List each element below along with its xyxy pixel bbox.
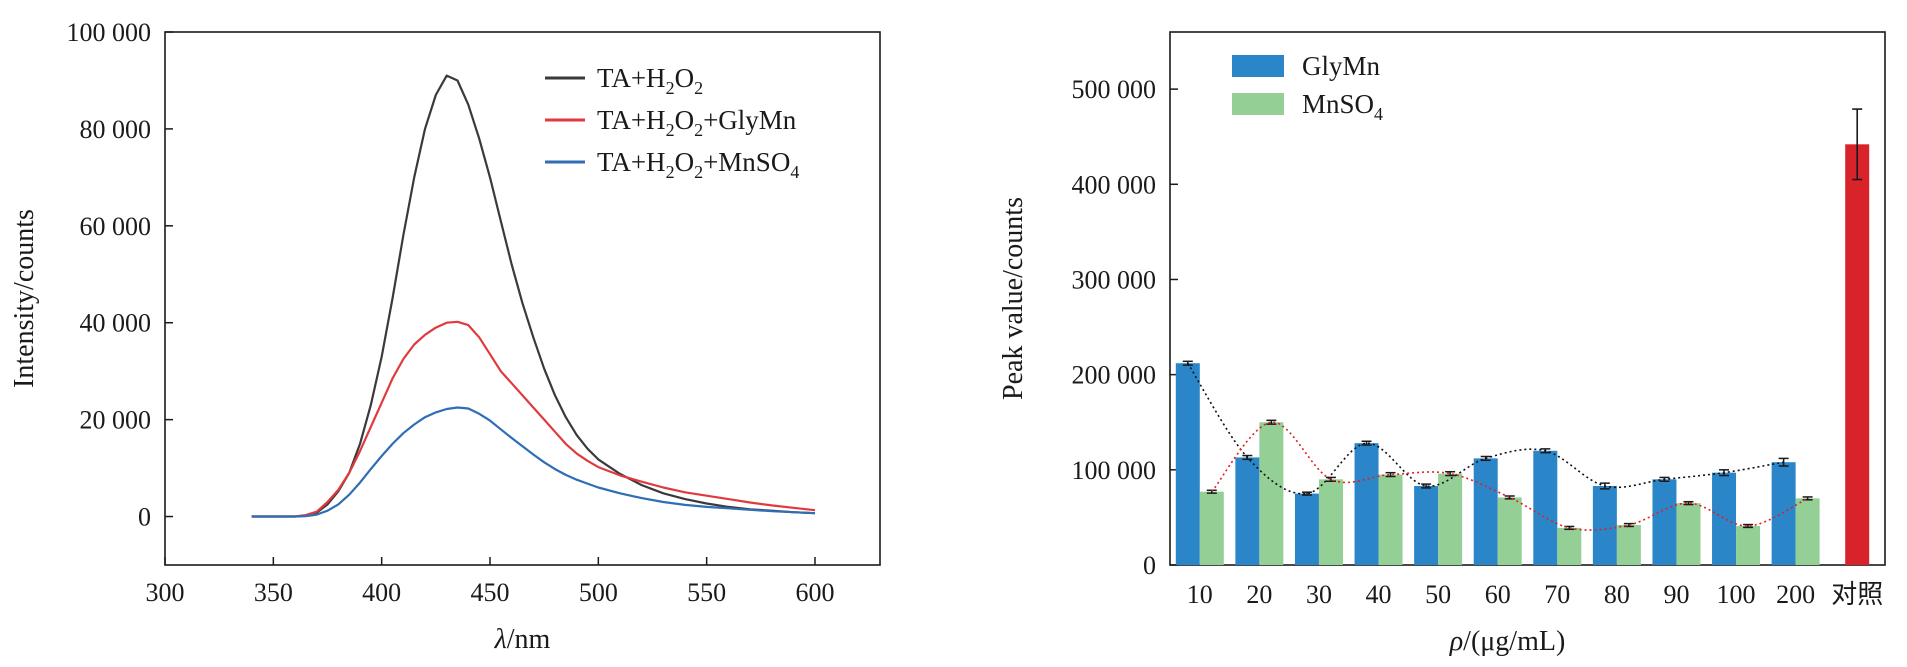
x-tick-label: 450	[471, 578, 510, 607]
trend-line	[1211, 421, 1808, 531]
peak-value-bar-chart: 0 100 000 200 000 300 000 400 000 500 000 10 20…	[998, 31, 1886, 657]
x-tick-label: 400	[362, 578, 401, 607]
bar	[1259, 422, 1284, 565]
x-tick-label: 350	[254, 578, 293, 607]
x-tick-label: 10	[1187, 580, 1213, 609]
x-tick-label: 90	[1663, 580, 1689, 609]
y-tick-label: 300 000	[1072, 265, 1157, 294]
legend-label: TA+H2O2+MnSO4	[597, 147, 799, 182]
bar	[1378, 474, 1403, 565]
legend-label: TA+H2O2	[597, 63, 703, 98]
bar	[1235, 457, 1260, 565]
bar	[1175, 363, 1200, 565]
legend-label: MnSO4	[1302, 89, 1383, 124]
y-tick-label: 0	[138, 503, 151, 532]
y-tick-label: 0	[1143, 551, 1156, 580]
y-tick-label: 40 000	[80, 309, 152, 338]
bar	[1199, 491, 1224, 565]
y-tick-label: 400 000	[1072, 170, 1157, 199]
legend-label: TA+H2O2+GlyMn	[597, 105, 797, 140]
x-tick-label: 20	[1246, 580, 1272, 609]
bar	[1771, 462, 1796, 565]
y-axis-label: Peak value/counts	[998, 197, 1029, 400]
x-tick-label: 80	[1604, 580, 1630, 609]
bar	[1652, 479, 1677, 565]
y-tick-label: 20 000	[80, 406, 152, 435]
y-tick-label: 200 000	[1072, 361, 1157, 390]
x-tick-label: 600	[796, 578, 835, 607]
control-bar	[1845, 144, 1870, 565]
legend-swatch	[1232, 55, 1284, 77]
x-tick-label: 100	[1717, 580, 1756, 609]
bar	[1318, 479, 1343, 565]
bar	[1736, 525, 1761, 565]
x-tick-label: 500	[579, 578, 618, 607]
bar	[1616, 525, 1641, 565]
x-axis-label: λ/nm	[494, 624, 551, 655]
y-tick-label: 100 000	[1072, 456, 1157, 485]
y-tick-label: 60 000	[80, 212, 152, 241]
bar	[1795, 498, 1820, 565]
x-tick-label-control: 对照	[1831, 580, 1883, 609]
x-tick-label: 200	[1776, 580, 1815, 609]
legend-label: GlyMn	[1302, 51, 1381, 81]
bar	[1676, 503, 1701, 565]
y-tick-label: 100 000	[67, 18, 152, 47]
bar	[1294, 493, 1319, 565]
bar	[1712, 472, 1737, 565]
x-tick-label: 550	[687, 578, 726, 607]
bar	[1414, 486, 1439, 565]
x-tick-label: 70	[1544, 580, 1570, 609]
bar	[1533, 450, 1558, 565]
bar	[1473, 458, 1498, 565]
x-tick-label: 50	[1425, 580, 1451, 609]
plot-frame	[164, 31, 881, 566]
x-axis-label: ρ/(μg/mL)	[1449, 626, 1566, 657]
x-tick-label: 30	[1306, 580, 1332, 609]
y-axis-label: Intensity/counts	[9, 209, 40, 388]
bar	[1592, 486, 1617, 565]
series-line	[251, 74, 816, 518]
bar	[1497, 497, 1522, 565]
x-tick-label: 300	[146, 578, 185, 607]
series-line	[251, 320, 816, 518]
spectrum-chart: 300 350 400 450 500 550 600 0 20 000 40 000 60 000…	[9, 18, 881, 655]
x-tick-label: 40	[1366, 580, 1392, 609]
bar	[1354, 443, 1379, 565]
series-line	[251, 406, 816, 518]
plot-frame	[1169, 31, 1886, 566]
x-tick-label: 60	[1485, 580, 1511, 609]
y-tick-label: 80 000	[80, 115, 152, 144]
legend-swatch	[1232, 93, 1284, 115]
y-tick-label: 500 000	[1072, 75, 1157, 104]
trend-line	[1187, 362, 1784, 495]
bar	[1557, 527, 1582, 565]
bar	[1438, 473, 1463, 565]
